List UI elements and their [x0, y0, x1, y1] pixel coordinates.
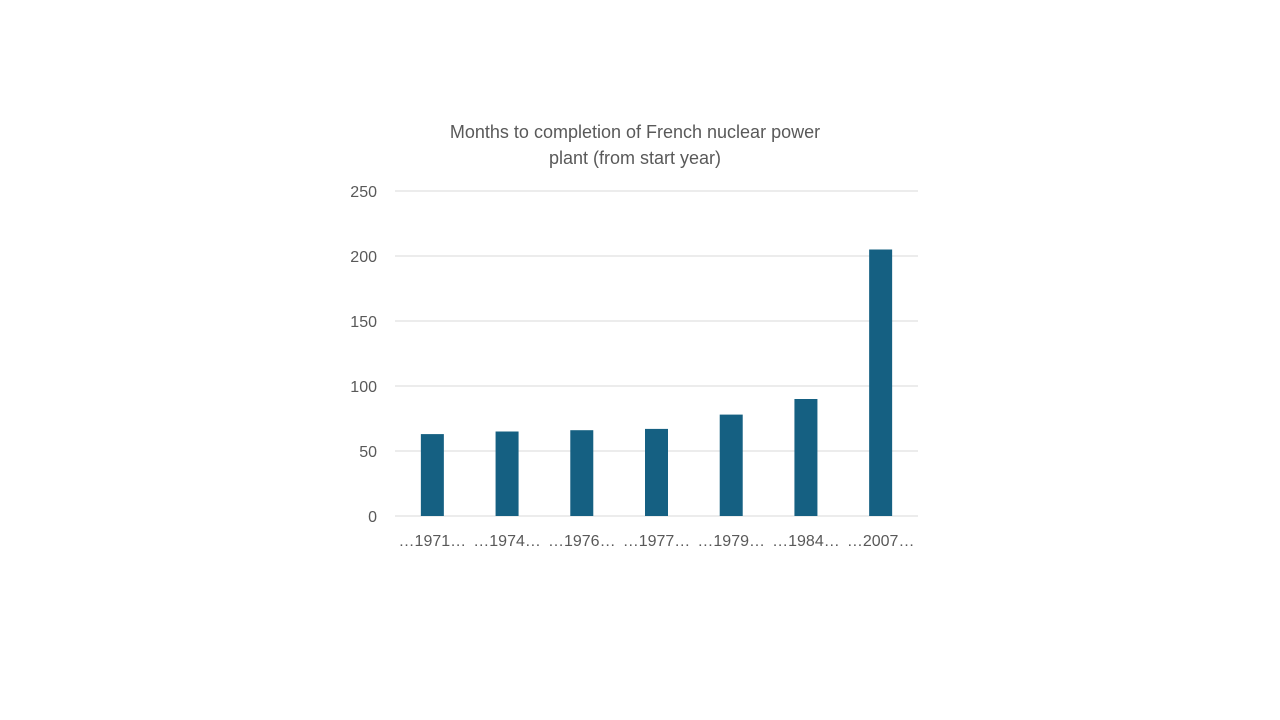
y-tick-label: 100 — [350, 379, 377, 396]
bar — [495, 431, 519, 516]
bar — [645, 428, 668, 516]
x-tick-label: …1976… — [548, 533, 616, 550]
y-tick-label: 200 — [350, 249, 377, 266]
bar — [869, 249, 893, 516]
y-axis-labels: 0 50 100 150 200 250 — [350, 184, 377, 526]
x-tick-label: …1984… — [772, 533, 840, 550]
x-tick-label: …2007… — [847, 533, 915, 550]
y-tick-label: 0 — [368, 509, 377, 526]
bar — [794, 399, 818, 516]
y-tick-label: 250 — [350, 184, 377, 201]
y-tick-label: 150 — [350, 314, 377, 331]
bar — [719, 414, 743, 516]
chart-title: Months to completion of French nuclear p… — [395, 119, 875, 171]
chart-title-line-2: plant (from start year) — [548, 148, 722, 168]
bar — [420, 434, 444, 516]
chart-title-line-1: Months to completion of French nuclear p… — [449, 122, 821, 142]
y-tick-label: 50 — [359, 444, 377, 461]
x-tick-label: …1974… — [473, 533, 541, 550]
x-tick-label: …1971… — [399, 533, 467, 550]
x-axis-labels: …1971… …1974… …1976… …1977… …1979… …1984… …200… — [399, 533, 915, 550]
bars — [420, 249, 893, 516]
x-tick-label: …1979… — [697, 533, 765, 550]
bar — [570, 430, 594, 516]
x-tick-label: …1977… — [623, 533, 691, 550]
